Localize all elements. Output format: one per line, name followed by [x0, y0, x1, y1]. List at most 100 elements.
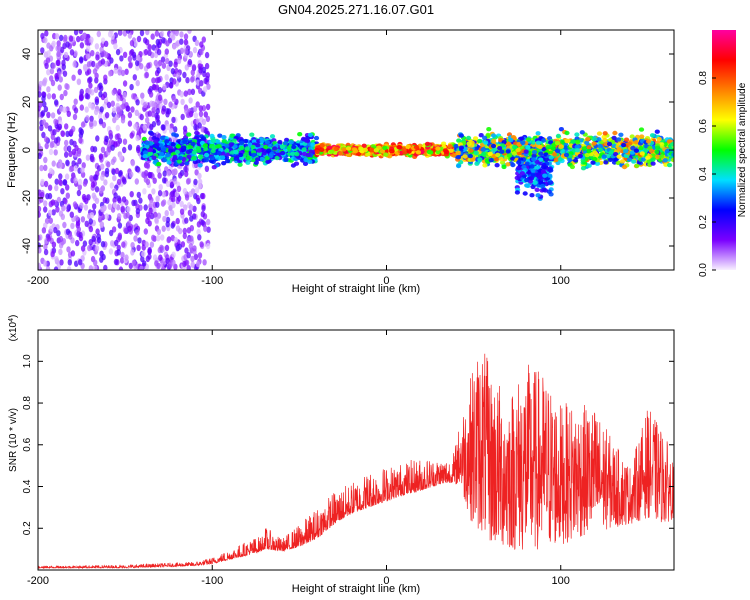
spectrogram-cell [539, 183, 546, 189]
colorbar-ticks: 0.00.20.40.60.8 [698, 71, 716, 277]
spectrogram-cell [482, 163, 488, 168]
spectrogram-cell [94, 43, 100, 50]
spectrogram-cell [639, 134, 645, 139]
spectrogram-cell [415, 150, 421, 155]
spectrogram-cell [47, 192, 53, 200]
spectrogram-cell [524, 178, 530, 183]
spectrogram-cell [666, 139, 672, 144]
spectrogram-cell [74, 144, 79, 152]
spectrogram-cell [176, 57, 182, 65]
spectrogram-x-tick-label: -200 [27, 275, 49, 287]
spectrogram-cell [206, 218, 211, 226]
spectrogram-cell [184, 170, 189, 178]
spectrogram-cell [171, 259, 176, 266]
spectrogram-cell [139, 113, 144, 121]
spectrogram-cell [89, 212, 95, 219]
spectrogram-cell [259, 156, 265, 162]
spectrogram-cell [190, 141, 196, 146]
spectrogram-cell [63, 51, 69, 59]
spectrogram-cell [92, 68, 98, 75]
spectrogram-cell [89, 175, 94, 182]
spectrogram-cell [130, 242, 135, 249]
spectrogram-cell [121, 196, 127, 203]
spectrogram-cell [345, 146, 352, 151]
spectrogram-cell [563, 152, 570, 158]
spectrogram-cell [143, 37, 148, 44]
spectrogram-cell [202, 143, 209, 148]
spectrogram-cell [79, 88, 85, 96]
spectrogram-cell [352, 147, 358, 152]
snr-y-tick-label: 1.0 [22, 354, 33, 368]
spectrogram-cell [143, 228, 148, 235]
spectrogram-cell [122, 138, 128, 145]
spectrogram-cell [88, 265, 94, 270]
spectrogram-cell [178, 227, 183, 235]
spectrogram-cell [670, 157, 674, 163]
colorbar-gradient [712, 30, 736, 270]
spectrogram-cell [179, 38, 184, 45]
spectrogram-cell [646, 139, 652, 144]
spectrogram-cell [62, 106, 67, 113]
spectrogram-cell [103, 179, 108, 186]
spectrogram-cell [555, 133, 562, 139]
spectrogram-cell [49, 67, 55, 75]
spectrogram-cell [497, 146, 503, 151]
spectrogram-cell [165, 123, 171, 131]
spectrogram-cell [107, 31, 113, 38]
spectrogram-cell [51, 40, 56, 47]
spectrogram-cell [553, 157, 559, 162]
spectrogram-cell [122, 146, 127, 154]
spectrogram-cell [154, 30, 160, 37]
snr-y-tick-label: 0.2 [22, 521, 33, 535]
spectrogram-cell [66, 145, 72, 152]
spectrogram-cell [151, 234, 156, 241]
spectrogram-cell [621, 142, 627, 148]
spectrogram-cell [643, 148, 649, 154]
spectrogram-cell [94, 174, 99, 181]
spectrogram-y-label: Frequency (Hz) [6, 112, 18, 188]
spectrogram-cell [99, 85, 104, 92]
spectrogram-cell [183, 33, 189, 40]
spectrogram-cell [171, 34, 176, 41]
spectrogram-cell [283, 157, 289, 162]
spectrogram-cell [541, 147, 547, 152]
spectrogram-cell [307, 132, 313, 138]
spectrogram-cell [69, 128, 74, 136]
spectrogram-cell [110, 144, 115, 151]
spectrogram-cell [175, 144, 181, 149]
spectrogram-cell [64, 173, 70, 180]
spectrogram-cell [157, 86, 163, 94]
spectrogram-cell [100, 163, 105, 170]
spectrogram-cell [182, 139, 188, 144]
spectrogram-cell [94, 245, 100, 252]
spectrogram-cell [54, 178, 59, 185]
spectrogram-cell [50, 250, 55, 258]
spectrogram-cell [98, 153, 104, 160]
snr-y-label: SNR (10 * v/v) [8, 408, 19, 472]
spectrogram-cell [203, 77, 208, 85]
spectrogram-cell [44, 217, 50, 225]
spectrogram-cell [519, 171, 526, 176]
spectrogram-cell [38, 234, 41, 242]
spectrogram-cell [188, 190, 193, 198]
spectrogram-cell [182, 71, 187, 79]
spectrogram-cell [38, 152, 42, 160]
spectrogram-cell [180, 98, 185, 106]
spectrogram-cell [520, 140, 526, 145]
spectrogram-cell [100, 146, 106, 153]
spectrogram-cell [153, 158, 159, 164]
spectrogram-cell [505, 141, 512, 147]
spectrogram-cell [95, 135, 100, 142]
spectrogram-cell [144, 144, 150, 149]
spectrogram-cell [191, 150, 197, 155]
spectrogram-cell [173, 126, 178, 133]
spectrogram-cell [302, 161, 309, 166]
spectrogram-x-tick-label: -100 [201, 275, 223, 287]
colorbar: 0.00.20.40.60.8 Normalized spectral ampl… [698, 30, 748, 277]
spectrogram-cell [499, 149, 505, 154]
spectrogram-cell [201, 66, 207, 74]
spectrogram-cell [156, 228, 162, 236]
spectrogram-cell [62, 70, 68, 77]
spectrogram-cell [85, 115, 90, 122]
spectrogram-cell [499, 160, 506, 165]
